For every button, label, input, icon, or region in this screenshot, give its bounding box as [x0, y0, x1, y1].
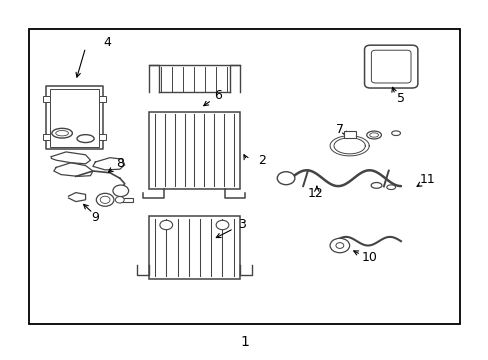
- Ellipse shape: [52, 128, 72, 138]
- Bar: [43, 134, 50, 140]
- Bar: [50, 89, 99, 147]
- Text: 12: 12: [307, 187, 323, 200]
- Text: 1: 1: [240, 335, 248, 349]
- Circle shape: [115, 197, 124, 203]
- Ellipse shape: [366, 131, 381, 139]
- Circle shape: [329, 238, 349, 253]
- Text: 7: 7: [335, 123, 343, 136]
- Bar: [99, 134, 106, 140]
- Circle shape: [335, 243, 343, 248]
- Ellipse shape: [370, 183, 381, 188]
- Circle shape: [113, 185, 128, 197]
- Bar: [343, 131, 355, 138]
- Bar: [99, 96, 106, 102]
- Circle shape: [160, 220, 172, 230]
- Text: 4: 4: [103, 36, 111, 49]
- Circle shape: [96, 193, 114, 206]
- Text: 6: 6: [213, 89, 221, 102]
- Bar: [149, 216, 239, 279]
- Circle shape: [216, 220, 228, 230]
- Ellipse shape: [77, 135, 94, 143]
- Text: 3: 3: [238, 219, 245, 231]
- Ellipse shape: [391, 131, 400, 135]
- Bar: [120, 198, 133, 202]
- FancyBboxPatch shape: [364, 45, 417, 88]
- Circle shape: [277, 172, 294, 185]
- Circle shape: [100, 196, 110, 203]
- Bar: [46, 86, 102, 149]
- Ellipse shape: [369, 133, 378, 137]
- Ellipse shape: [386, 185, 395, 189]
- Text: 10: 10: [361, 251, 376, 264]
- Bar: [149, 112, 239, 189]
- Text: 9: 9: [91, 211, 99, 224]
- Text: 2: 2: [257, 154, 265, 167]
- Text: 8: 8: [116, 157, 123, 170]
- Bar: [29, 29, 459, 324]
- Ellipse shape: [56, 130, 68, 136]
- Text: 11: 11: [419, 173, 435, 186]
- FancyBboxPatch shape: [371, 50, 410, 83]
- Bar: [43, 96, 50, 102]
- Text: 5: 5: [396, 93, 404, 105]
